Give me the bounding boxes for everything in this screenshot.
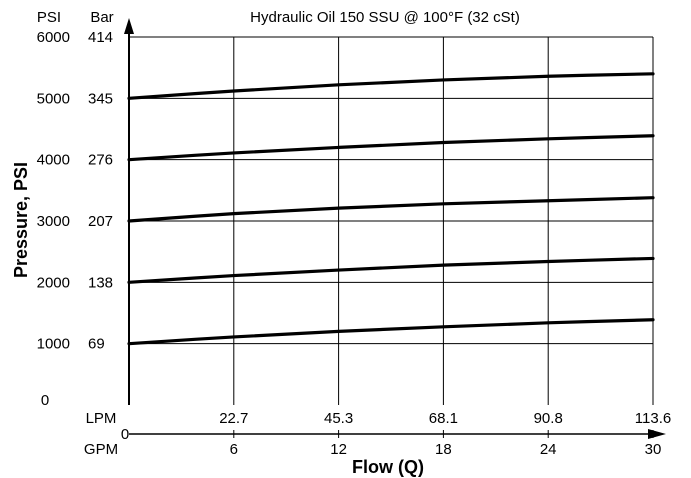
y-tick-bar-label: 345	[88, 90, 113, 107]
chart-grid	[129, 36, 654, 405]
x-tick-gpm-label: 18	[435, 441, 452, 458]
lpm-unit-label: LPM	[86, 410, 117, 427]
x-tick-gpm-label: 24	[540, 441, 557, 458]
gpm-unit-label: GPM	[84, 441, 118, 458]
x-tick-gpm-label: 6	[230, 441, 238, 458]
pressure-curve	[127, 72, 655, 100]
x-tick-lpm-label: 113.6	[635, 410, 671, 427]
pressure-curve	[127, 134, 655, 162]
x-tick-lpm-label: 68.1	[429, 410, 458, 427]
y-tick-bar-label: 69	[88, 336, 105, 353]
x-tick-gpm-label: 30	[645, 441, 662, 458]
y-tick-bar-label: 276	[88, 152, 113, 169]
y-tick-bar-label: 207	[88, 213, 113, 230]
pressure-curve	[127, 318, 655, 346]
y-tick-psi-label: 6000	[37, 29, 70, 46]
y-origin-label: 0	[41, 392, 49, 409]
y-tick-psi-label: 3000	[37, 213, 70, 230]
chart-title: Hydraulic Oil 150 SSU @ 100°F (32 cSt)	[250, 9, 520, 26]
y-tick-psi-label: 2000	[37, 274, 70, 291]
y-tick-psi-label: 4000	[37, 152, 70, 169]
chart-series	[127, 72, 655, 346]
pressure-curve	[127, 196, 655, 223]
x-tick-lpm-label: 90.8	[534, 410, 563, 427]
y-tick-psi-label: 1000	[37, 336, 70, 353]
y-tick-bar-label: 414	[88, 29, 113, 46]
bar-unit-label: Bar	[90, 9, 113, 26]
x-tick-lpm-label: 45.3	[324, 410, 353, 427]
y-axis-title: Pressure, PSI	[11, 162, 31, 278]
y-tick-bar-label: 138	[88, 274, 113, 291]
chart-labels: Hydraulic Oil 150 SSU @ 100°F (32 cSt) P…	[11, 9, 671, 477]
x-origin-label: 0	[121, 426, 129, 443]
x-axis-arrow	[648, 429, 666, 439]
y-axis-arrow	[124, 18, 134, 34]
pressure-curve	[127, 256, 655, 284]
psi-unit-label: PSI	[37, 9, 61, 26]
x-axis-title: Flow (Q)	[352, 457, 424, 477]
x-tick-gpm-label: 12	[330, 441, 347, 458]
y-tick-psi-label: 5000	[37, 90, 70, 107]
x-tick-lpm-label: 22.7	[219, 410, 248, 427]
